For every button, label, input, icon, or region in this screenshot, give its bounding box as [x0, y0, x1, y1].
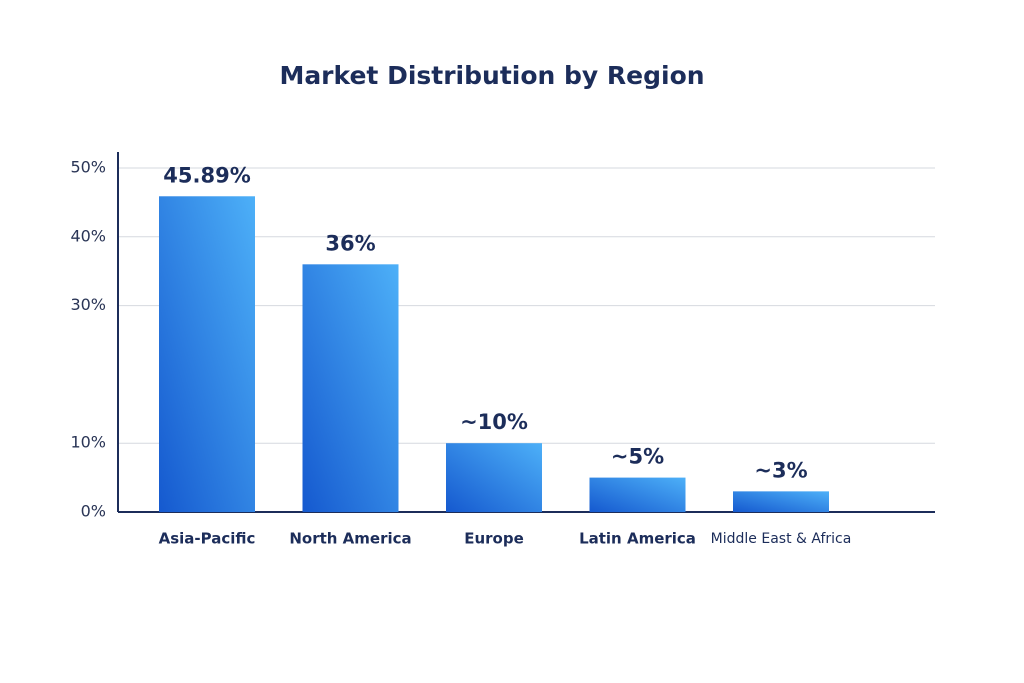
value-label: 36%	[325, 231, 375, 255]
value-label: 45.89%	[163, 163, 250, 187]
x-tick-label: Asia-Pacific	[159, 530, 256, 548]
y-tick-label: 0%	[81, 502, 106, 521]
x-tick-label: Middle East & Africa	[711, 531, 852, 547]
y-tick-label: 40%	[70, 226, 106, 245]
value-label: ~3%	[754, 458, 807, 482]
x-tick-label: North America	[289, 530, 411, 548]
value-label: ~10%	[460, 410, 528, 434]
y-tick-label: 10%	[70, 433, 106, 452]
x-tick-label: Latin America	[579, 530, 696, 548]
bar	[733, 491, 829, 512]
bar	[159, 196, 255, 512]
y-tick-label: 30%	[70, 295, 106, 314]
chart-title: Market Distribution by Region	[279, 61, 704, 90]
bar	[446, 443, 542, 512]
bar	[589, 477, 686, 512]
value-label: ~5%	[611, 445, 664, 469]
y-tick-label: 50%	[70, 158, 106, 177]
x-tick-label: Europe	[464, 530, 524, 548]
bar	[302, 264, 399, 512]
